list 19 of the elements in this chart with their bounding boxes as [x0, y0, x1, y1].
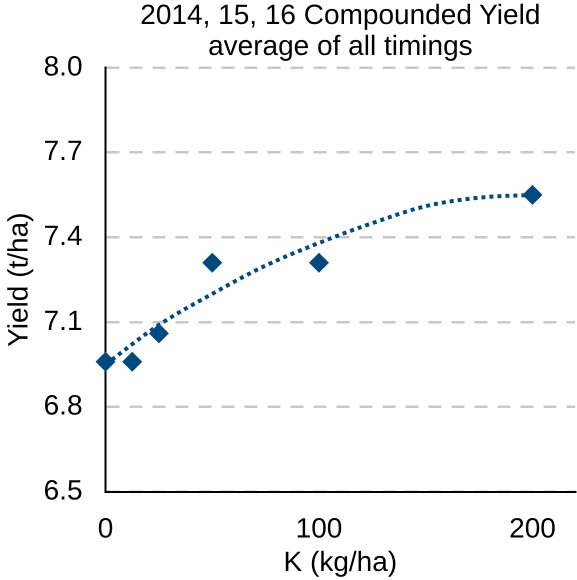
point: [522, 184, 542, 205]
x-tick-label: 0: [98, 512, 114, 544]
x-axis-title: K (kg/ha): [284, 546, 398, 577]
chart-subtitle: average of all timings: [208, 30, 473, 61]
x-tick-label: 200: [509, 512, 556, 544]
point: [148, 323, 169, 344]
point: [309, 252, 329, 273]
y-tick-label: 8.0: [44, 50, 83, 82]
y-tick-label: 7.1: [44, 304, 83, 336]
y-tick-label: 6.8: [44, 390, 83, 421]
y-tick-label: 7.7: [44, 135, 83, 166]
chart-title: 2014, 15, 16 Compounded Yield: [140, 0, 540, 30]
y-axis-title: Yield (t/ha): [2, 212, 34, 347]
x-tick-label: 100: [296, 512, 342, 544]
point: [122, 352, 142, 372]
point: [96, 352, 116, 372]
y-tick-label: 6.5: [44, 474, 83, 506]
point: [202, 252, 222, 273]
y-tick-label: 7.4: [44, 220, 83, 251]
